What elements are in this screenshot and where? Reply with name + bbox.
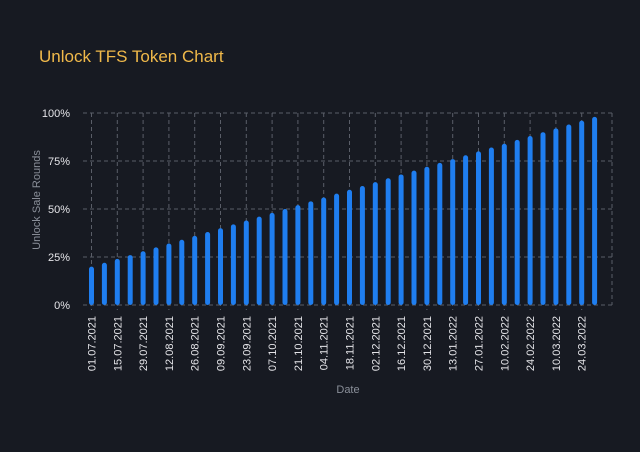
bar[interactable] [579, 120, 585, 306]
bar[interactable] [424, 166, 430, 305]
bar[interactable] [256, 216, 262, 305]
bar[interactable] [553, 128, 559, 305]
x-tick-label: 29.07.2021 [138, 316, 150, 371]
bar[interactable] [437, 162, 443, 305]
x-tick-label: 16.12.2021 [396, 316, 408, 371]
bar[interactable] [476, 151, 481, 305]
x-tick-label: 10.03.2022 [551, 316, 563, 371]
bar[interactable] [140, 251, 146, 305]
x-tick-label: 27.01.2022 [474, 316, 486, 371]
x-tick-label: 26.08.2021 [190, 316, 202, 371]
x-tick-label: 01.07.2021 [87, 316, 99, 371]
bar[interactable] [501, 143, 507, 305]
bar[interactable] [463, 155, 469, 305]
bar[interactable] [179, 239, 185, 305]
bar[interactable] [205, 232, 211, 305]
bar[interactable] [269, 212, 275, 305]
x-tick-label: 24.02.2022 [525, 316, 537, 371]
bar[interactable] [230, 224, 236, 305]
x-tick-label: 24.03.2022 [577, 316, 589, 371]
bar[interactable] [89, 266, 94, 305]
bar[interactable] [488, 147, 494, 305]
x-tick-label: 04.11.2021 [319, 316, 331, 370]
bar[interactable] [243, 220, 249, 305]
x-tick-label: 02.12.2021 [370, 316, 382, 371]
bar[interactable] [385, 178, 391, 305]
bar[interactable] [218, 228, 223, 305]
bar[interactable] [308, 201, 314, 305]
x-tick-label: 23.09.2021 [241, 316, 253, 371]
x-axis-ticks: 01.07.2021 15.07.2021 29.07.2021 12.08.2021… [87, 316, 589, 371]
bar[interactable] [411, 170, 417, 305]
bar[interactable] [514, 139, 520, 305]
x-tick-label: 21.10.2021 [293, 316, 305, 371]
x-tick-label: 10.02.2022 [499, 316, 511, 371]
x-tick-label: 30.12.2021 [422, 316, 434, 371]
bar[interactable] [347, 189, 352, 305]
x-tick-label: 15.07.2021 [112, 316, 124, 371]
x-tick-label: 09.09.2021 [216, 316, 228, 371]
bar[interactable] [114, 258, 120, 305]
bar[interactable] [166, 243, 172, 305]
bar[interactable] [153, 247, 159, 305]
bar[interactable] [295, 205, 301, 305]
y-tick-label: 75% [48, 156, 70, 168]
bar[interactable] [282, 209, 288, 305]
y-tick-label: 50% [48, 204, 70, 216]
bar[interactable] [398, 174, 404, 305]
x-tick-label: 13.01.2022 [448, 316, 460, 371]
bar[interactable] [450, 159, 456, 305]
chart-title: Unlock TFS Token Chart [39, 47, 224, 66]
y-tick-label: 25% [48, 252, 70, 264]
bars [89, 116, 598, 306]
bar[interactable] [359, 185, 365, 305]
bar[interactable] [372, 182, 378, 305]
x-tick-label: 18.11.2021 [345, 316, 357, 370]
x-tick-label: 07.10.2021 [267, 316, 279, 371]
bar[interactable] [101, 262, 107, 305]
y-axis-label: Unlock Sale Rounds [31, 150, 43, 250]
x-tick-label: 12.08.2021 [164, 316, 176, 371]
bar[interactable] [321, 197, 327, 305]
y-tick-label: 0% [54, 300, 70, 312]
bar[interactable] [334, 193, 340, 305]
x-axis-label: Date [336, 384, 359, 396]
bar[interactable] [540, 132, 546, 305]
y-tick-label: 100% [42, 108, 70, 120]
bar[interactable] [566, 124, 572, 306]
bar[interactable] [527, 136, 533, 305]
bar[interactable] [192, 235, 198, 305]
bar[interactable] [592, 116, 598, 305]
bar[interactable] [127, 255, 133, 305]
y-axis-ticks: 0% 25% 50% 75% 100% [42, 108, 70, 312]
